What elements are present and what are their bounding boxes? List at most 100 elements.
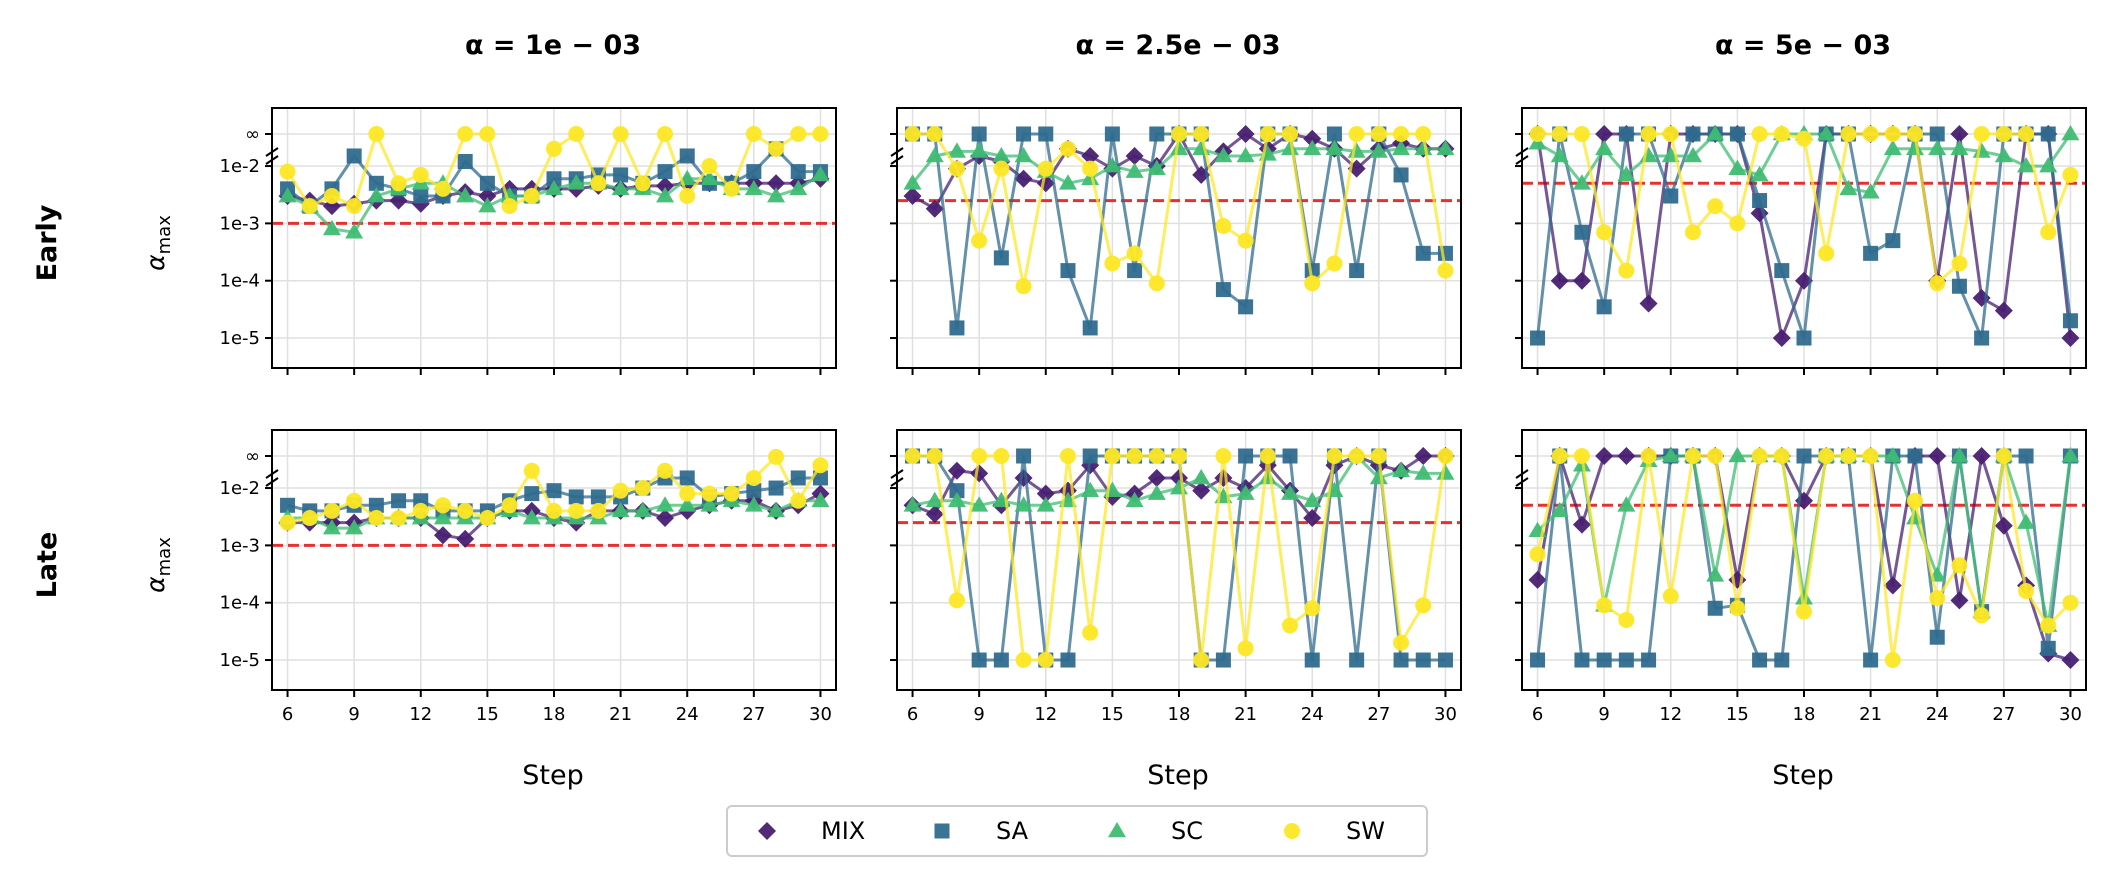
point-sa (746, 164, 762, 180)
point-sw (1215, 448, 1232, 464)
point-sc (1928, 139, 1947, 156)
point-sc (947, 491, 966, 508)
point-sc (1303, 139, 1322, 156)
point-mix (1950, 125, 1969, 143)
point-sw (1751, 448, 1768, 464)
point-sc (1906, 139, 1925, 156)
point-sw (1437, 262, 1454, 279)
col-title-3: α = 5e − 03 (1715, 30, 1891, 61)
point-sa (1885, 233, 1901, 249)
point-mix (1147, 468, 1166, 487)
point-sw (1907, 126, 1924, 142)
point-sa (391, 493, 407, 509)
x-tick-label: 27 (742, 704, 765, 725)
point-sc (1436, 139, 1455, 156)
point-sa (1618, 652, 1634, 668)
point-sw (1684, 448, 1701, 464)
x-tick-label: 15 (476, 704, 499, 725)
point-sc (811, 165, 830, 182)
point-sa (1929, 126, 1945, 142)
x-axis-label-2: Step (1147, 760, 1208, 791)
point-sw (679, 188, 696, 205)
point-sa (1618, 126, 1634, 142)
point-sw (1082, 624, 1099, 641)
point-sa (1437, 652, 1453, 668)
point-sa (2062, 313, 2078, 329)
panel-late-3: 6 9 12 15 18 21 24 27 30 (1515, 429, 2087, 725)
point-sw (1862, 126, 1879, 142)
x-axis-label-1: Step (522, 760, 583, 791)
point-sc (1706, 125, 1725, 141)
axis-break-mark (890, 469, 904, 479)
point-mix (1125, 146, 1144, 165)
point-sw (346, 492, 363, 509)
point-sa (679, 470, 695, 486)
legend-label-sc: SC (1171, 817, 1203, 845)
point-sc (1617, 165, 1636, 182)
point-sw (1618, 262, 1635, 279)
point-sw (1393, 634, 1410, 651)
point-sw (523, 462, 540, 479)
point-sw (1662, 588, 1679, 605)
legend-item-mix: MIX (758, 817, 865, 845)
point-sw (1907, 492, 1924, 509)
point-sc (1617, 496, 1636, 512)
x-tick-label: 6 (282, 704, 293, 725)
axis-break-mark (890, 477, 904, 487)
series-sw (1529, 448, 2079, 669)
point-sa (1326, 126, 1342, 142)
point-sc (1861, 183, 1880, 199)
series-sw (279, 126, 829, 215)
point-sa (1596, 299, 1612, 315)
point-sa (546, 171, 562, 187)
point-sc (1883, 139, 1902, 156)
point-sa (993, 652, 1009, 668)
point-sc (611, 179, 630, 196)
ylabel-main: α (141, 576, 170, 593)
point-mix (1414, 447, 1433, 465)
point-sw (1059, 448, 1076, 464)
point-sw (1929, 590, 1946, 607)
point-sa (368, 497, 384, 513)
point-sc (1081, 481, 1100, 497)
point-sw (1551, 126, 1568, 142)
point-sw (1082, 160, 1099, 177)
point-sw (1596, 597, 1613, 614)
point-sc (992, 146, 1011, 163)
point-sw (1707, 448, 1724, 464)
panel-late-2: 6 9 12 15 18 21 24 27 30 (890, 429, 1462, 725)
point-sa (346, 148, 362, 164)
point-sw (1370, 126, 1387, 142)
point-sw (1148, 448, 1165, 464)
point-sw (1796, 130, 1812, 147)
point-sa (1215, 282, 1231, 298)
point-sw (634, 480, 651, 497)
point-sw (1573, 126, 1590, 142)
y-tick-label: 1e-2 (220, 156, 260, 177)
point-sa (1282, 448, 1298, 464)
point-sc (1550, 146, 1569, 163)
y-tick-label: 1e-3 (220, 213, 260, 234)
point-sc (1125, 491, 1144, 508)
point-mix (1994, 301, 2013, 320)
point-sc (2061, 125, 2080, 141)
point-mix (1170, 468, 1188, 487)
point-sc (925, 491, 944, 508)
point-sw (1326, 448, 1343, 464)
point-sw (723, 485, 740, 502)
point-mix (1303, 129, 1322, 148)
point-sw (301, 510, 318, 527)
point-sc (1170, 139, 1188, 156)
y-tick-label: 1e-2 (220, 478, 260, 499)
point-sa (1393, 652, 1409, 668)
point-sc (970, 142, 989, 158)
point-mix (947, 461, 966, 480)
point-sw (657, 126, 674, 142)
point-sw (1215, 217, 1232, 234)
point-sw (1684, 224, 1701, 241)
series-sw (1529, 126, 2079, 292)
point-sw (390, 510, 407, 527)
point-sc (1369, 468, 1388, 485)
legend-label-sw: SW (1346, 817, 1385, 845)
